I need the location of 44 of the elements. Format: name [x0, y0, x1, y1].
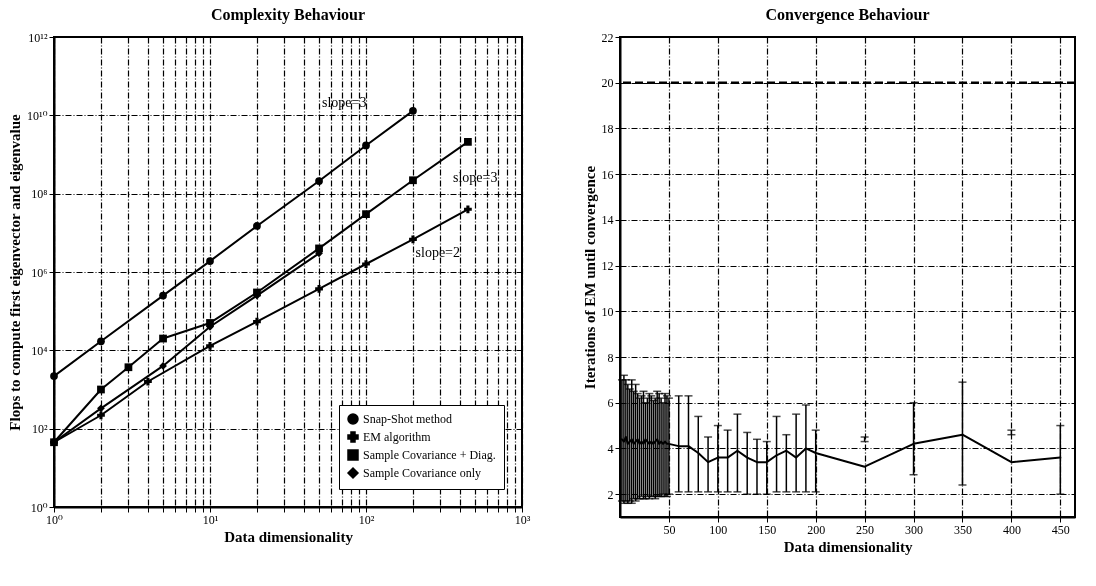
x-tick-label: 400 [1002, 522, 1021, 537]
y-tick-label: 2 [607, 487, 614, 502]
annotation: slope=3 [452, 170, 498, 185]
chart-title: Convergence Behaviour [765, 6, 930, 24]
y-tick-label: 6 [607, 396, 614, 411]
y-tick-label: 10⁶ [31, 265, 48, 280]
y-tick-label: 10⁰ [30, 500, 48, 515]
x-tick-label: 450 [1051, 522, 1070, 537]
y-axis-title: Iterations of EM until convergence [581, 165, 598, 390]
legend-label: Sample Covariance only [363, 466, 481, 480]
y-tick-label: 14 [601, 213, 614, 228]
x-axis-title: Data dimensionality [783, 538, 913, 555]
y-tick-label: 16 [601, 167, 614, 182]
x-tick-label: 200 [807, 522, 826, 537]
x-tick-label: 100 [709, 522, 728, 537]
x-tick-label: 10¹ [202, 512, 219, 527]
legend-label: Snap-Shot method [363, 412, 452, 426]
y-tick-label: 4 [607, 441, 614, 456]
x-tick-label: 250 [856, 522, 875, 537]
y-tick-label: 20 [601, 76, 614, 91]
y-tick-label: 10⁴ [31, 343, 48, 358]
y-tick-label: 10⁸ [31, 187, 48, 202]
chart-title: Complexity Behaviour [210, 6, 366, 24]
annotation: slope=3 [321, 94, 367, 110]
y-tick-label: 10¹² [28, 30, 48, 45]
y-tick-label: 12 [601, 259, 614, 274]
x-tick-label: 10³ [514, 512, 531, 527]
x-tick-label: 10⁰ [46, 512, 64, 527]
y-tick-label: 18 [601, 121, 614, 136]
x-tick-label: 50 [663, 522, 676, 537]
x-tick-label: 10² [358, 512, 375, 527]
legend-label: EM algorithm [363, 430, 432, 444]
x-axis-title: Data dimensionality [224, 528, 354, 545]
y-tick-label: 10² [31, 422, 48, 437]
y-axis-title: Flops to compute first eigenvector and eigenvalue [7, 113, 24, 431]
y-tick-label: 10¹⁰ [27, 108, 48, 123]
x-tick-label: 300 [905, 522, 924, 537]
legend-label: Sample Covariance + Diag. [363, 448, 496, 462]
y-tick-label: 10 [601, 304, 614, 319]
y-tick-label: 22 [601, 30, 614, 45]
y-tick-label: 8 [607, 350, 614, 365]
x-tick-label: 350 [953, 522, 972, 537]
annotation: slope=2 [415, 245, 460, 261]
x-tick-label: 150 [758, 522, 777, 537]
